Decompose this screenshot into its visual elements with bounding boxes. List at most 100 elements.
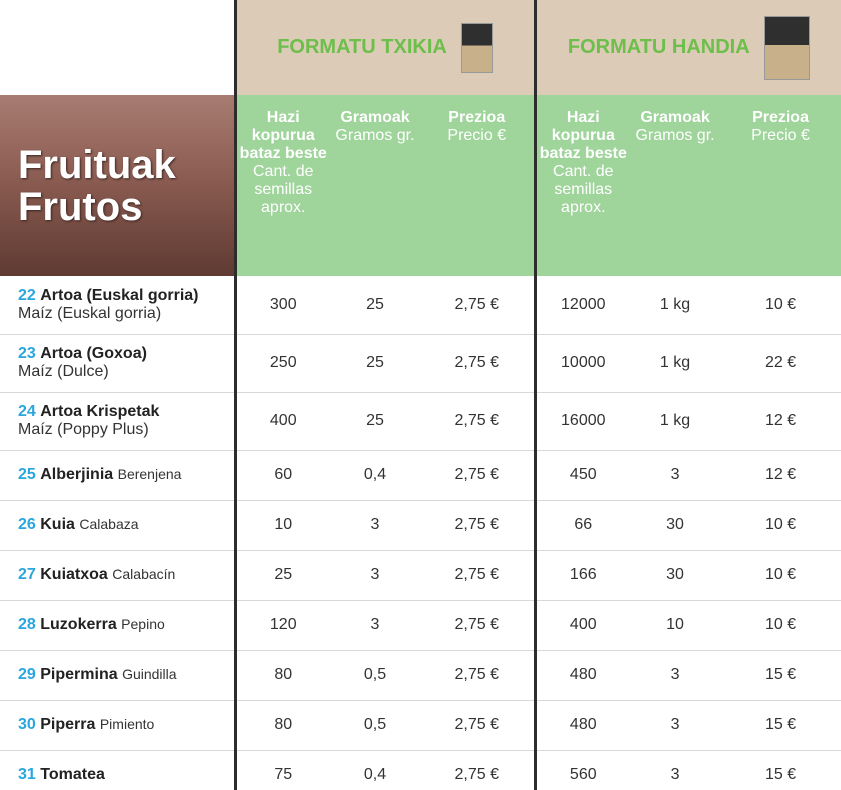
value-cell: 30 <box>630 500 720 550</box>
value-cell: 3 <box>630 700 720 750</box>
value-cell: 66 <box>535 500 630 550</box>
value-cell: 3 <box>330 600 420 650</box>
product-cell: 27 Kuiatxoa Calabacín <box>0 550 235 600</box>
column-title-eu: Prezioa <box>720 109 841 127</box>
value-cell: 3 <box>330 550 420 600</box>
column-title-eu: Hazi kopurua bataz beste <box>237 109 331 163</box>
value-cell: 120 <box>235 600 330 650</box>
value-cell: 2,75 € <box>420 600 535 650</box>
value-cell: 3 <box>630 750 720 790</box>
value-cell: 10000 <box>535 334 630 392</box>
product-name-eu: Tomatea <box>40 766 105 783</box>
value-cell: 400 <box>235 392 330 450</box>
column-title-eu: Hazi kopurua bataz beste <box>537 109 631 163</box>
value-cell: 3 <box>330 500 420 550</box>
value-cell: 15 € <box>720 650 841 700</box>
product-number: 22 <box>18 287 36 304</box>
product-number: 31 <box>18 766 36 783</box>
value-cell: 2,75 € <box>420 392 535 450</box>
product-name-es: Pimiento <box>100 716 154 732</box>
value-cell: 300 <box>235 276 330 334</box>
value-cell: 10 € <box>720 276 841 334</box>
value-cell: 60 <box>235 450 330 500</box>
product-cell: 25 Alberjinia Berenjena <box>0 450 235 500</box>
value-cell: 25 <box>330 276 420 334</box>
product-name-eu: Artoa Krispetak <box>40 403 159 420</box>
product-number: 29 <box>18 666 36 683</box>
column-title-eu: Gramoak <box>330 109 420 127</box>
product-name-es: Maíz (Dulce) <box>18 363 234 381</box>
value-cell: 480 <box>535 650 630 700</box>
value-cell: 12000 <box>535 276 630 334</box>
column-title-es: Precio € <box>447 127 506 144</box>
value-cell: 480 <box>535 700 630 750</box>
value-cell: 10 <box>235 500 330 550</box>
column-title-es: Gramos gr. <box>335 127 414 144</box>
section-title: Fruituak <box>18 144 234 186</box>
small-format: FORMATU TXIKIA <box>235 0 535 95</box>
value-cell: 25 <box>330 392 420 450</box>
format-title: FORMATU TXIKIA <box>277 36 447 59</box>
product-name-es: Calabacín <box>112 566 175 582</box>
value-cell: 2,75 € <box>420 750 535 790</box>
value-cell: 1 kg <box>630 334 720 392</box>
product-name-eu: Kuiatxoa <box>40 566 108 583</box>
column-title-eu: Prezioa <box>420 109 534 127</box>
product-cell: 26 Kuia Calabaza <box>0 500 235 550</box>
value-cell: 1 kg <box>630 276 720 334</box>
value-cell: 2,75 € <box>420 550 535 600</box>
product-name-eu: Luzokerra <box>40 616 116 633</box>
value-cell: 2,75 € <box>420 650 535 700</box>
product-name-es: Calabaza <box>79 516 138 532</box>
product-name-es: Maíz (Poppy Plus) <box>18 421 234 439</box>
large-format: FORMATU HANDIA <box>535 0 841 95</box>
product-name-eu: Pipermina <box>40 666 117 683</box>
product-cell: 22 Artoa (Euskal gorria) Maíz (Euskal go… <box>0 276 235 334</box>
product-cell: 28 Luzokerra Pepino <box>0 600 235 650</box>
section-title: Frutos <box>18 186 234 228</box>
product-name-es: Maíz (Euskal gorria) <box>18 305 234 323</box>
value-cell: 75 <box>235 750 330 790</box>
value-cell: 30 <box>630 550 720 600</box>
value-cell: 25 <box>330 334 420 392</box>
value-cell: 2,75 € <box>420 700 535 750</box>
product-name-es: Pepino <box>121 616 165 632</box>
product-name-eu: Alberjinia <box>40 466 113 483</box>
value-cell: 166 <box>535 550 630 600</box>
product-number: 30 <box>18 716 36 733</box>
value-cell: 0,5 <box>330 650 420 700</box>
product-name-eu: Piperra <box>40 716 95 733</box>
value-cell: 10 € <box>720 500 841 550</box>
product-cell: 29 Pipermina Guindilla <box>0 650 235 700</box>
value-cell: 2,75 € <box>420 334 535 392</box>
product-number: 26 <box>18 516 36 533</box>
value-cell: 0,4 <box>330 750 420 790</box>
format-title: FORMATU HANDIA <box>568 36 750 59</box>
column-title-es: Gramos gr. <box>635 127 714 144</box>
product-cell: 24 Artoa Krispetak Maíz (Poppy Plus) <box>0 392 235 450</box>
value-cell: 560 <box>535 750 630 790</box>
value-cell: 250 <box>235 334 330 392</box>
value-cell: 1 kg <box>630 392 720 450</box>
column-title-es: Cant. de semillas aprox. <box>253 163 313 216</box>
page: {"header":{"small":{"title":"FORMATU TXI… <box>0 0 841 790</box>
seed-table: FORMATU TXIKIA FORMATU HANDIA FruituakFr… <box>0 0 841 790</box>
product-number: 23 <box>18 345 36 362</box>
package-icon <box>461 23 493 73</box>
product-cell: 23 Artoa (Goxoa) Maíz (Dulce) <box>0 334 235 392</box>
value-cell: 12 € <box>720 392 841 450</box>
product-number: 24 <box>18 403 36 420</box>
value-cell: 0,5 <box>330 700 420 750</box>
